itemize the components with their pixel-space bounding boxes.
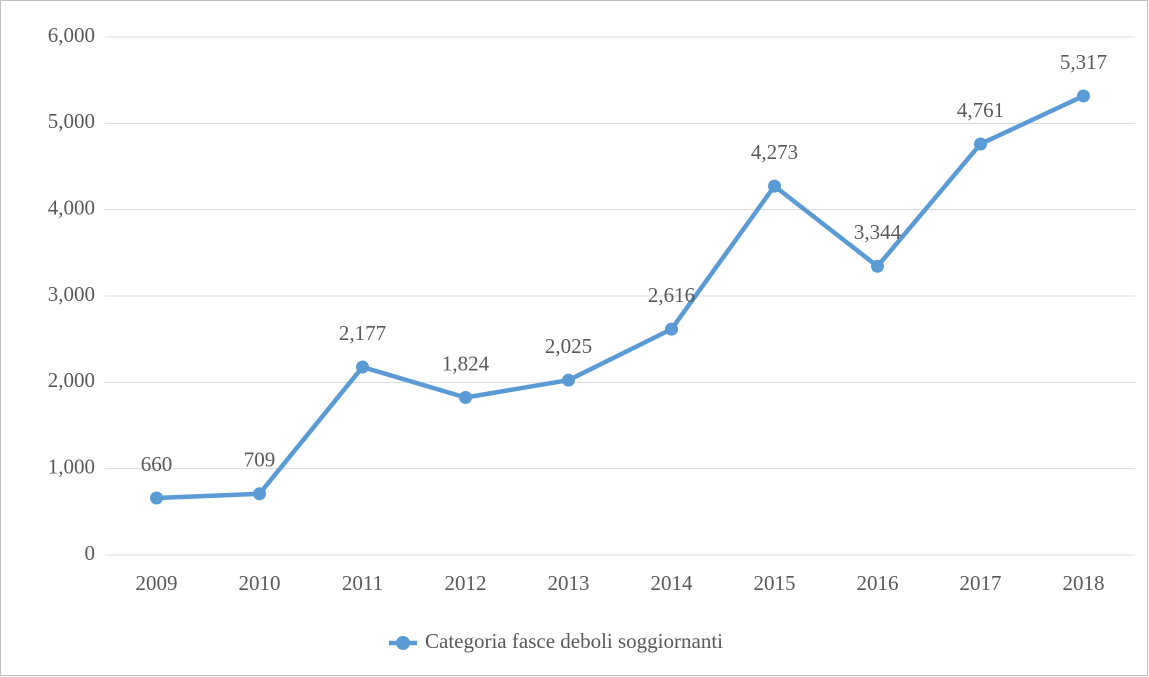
data-label: 4,761 [957, 98, 1004, 122]
data-point [253, 487, 266, 501]
y-tick-label: 0 [85, 541, 96, 565]
y-tick-label: 1,000 [48, 454, 95, 478]
data-point [150, 491, 163, 505]
data-label: 709 [244, 448, 276, 472]
data-label: 1,824 [442, 351, 490, 375]
data-label: 5,317 [1060, 50, 1107, 74]
data-label: 2,025 [545, 334, 592, 358]
data-point [974, 137, 987, 151]
y-tick-label: 4,000 [48, 195, 95, 219]
x-tick-label: 2017 [960, 571, 1002, 595]
x-tick-label: 2009 [136, 571, 178, 595]
x-tick-label: 2011 [342, 571, 383, 595]
y-tick-label: 5,000 [48, 109, 95, 133]
x-tick-label: 2012 [445, 571, 487, 595]
x-tick-label: 2016 [857, 571, 899, 595]
data-point [665, 322, 678, 336]
legend-marker [396, 636, 410, 650]
y-tick-label: 2,000 [48, 368, 95, 392]
data-point [459, 391, 472, 405]
x-tick-label: 2015 [754, 571, 796, 595]
data-label: 3,344 [854, 220, 902, 244]
x-tick-label: 2013 [548, 571, 590, 595]
x-tick-label: 2010 [239, 571, 281, 595]
x-tick-label: 2018 [1063, 571, 1105, 595]
data-point [1077, 89, 1090, 103]
legend-label: Categoria fasce deboli soggiornanti [425, 629, 723, 653]
data-label: 2,177 [339, 321, 386, 345]
data-point [562, 373, 575, 387]
data-label: 4,273 [751, 140, 798, 164]
x-tick-label: 2014 [651, 571, 694, 595]
data-label: 2,616 [648, 283, 695, 307]
data-point [356, 360, 369, 374]
series-line [156, 93, 1085, 501]
y-tick-label: 3,000 [48, 282, 95, 306]
y-tick-label: 6,000 [48, 23, 95, 47]
data-label: 660 [141, 452, 173, 476]
data-point [871, 259, 884, 273]
data-point [768, 179, 781, 193]
